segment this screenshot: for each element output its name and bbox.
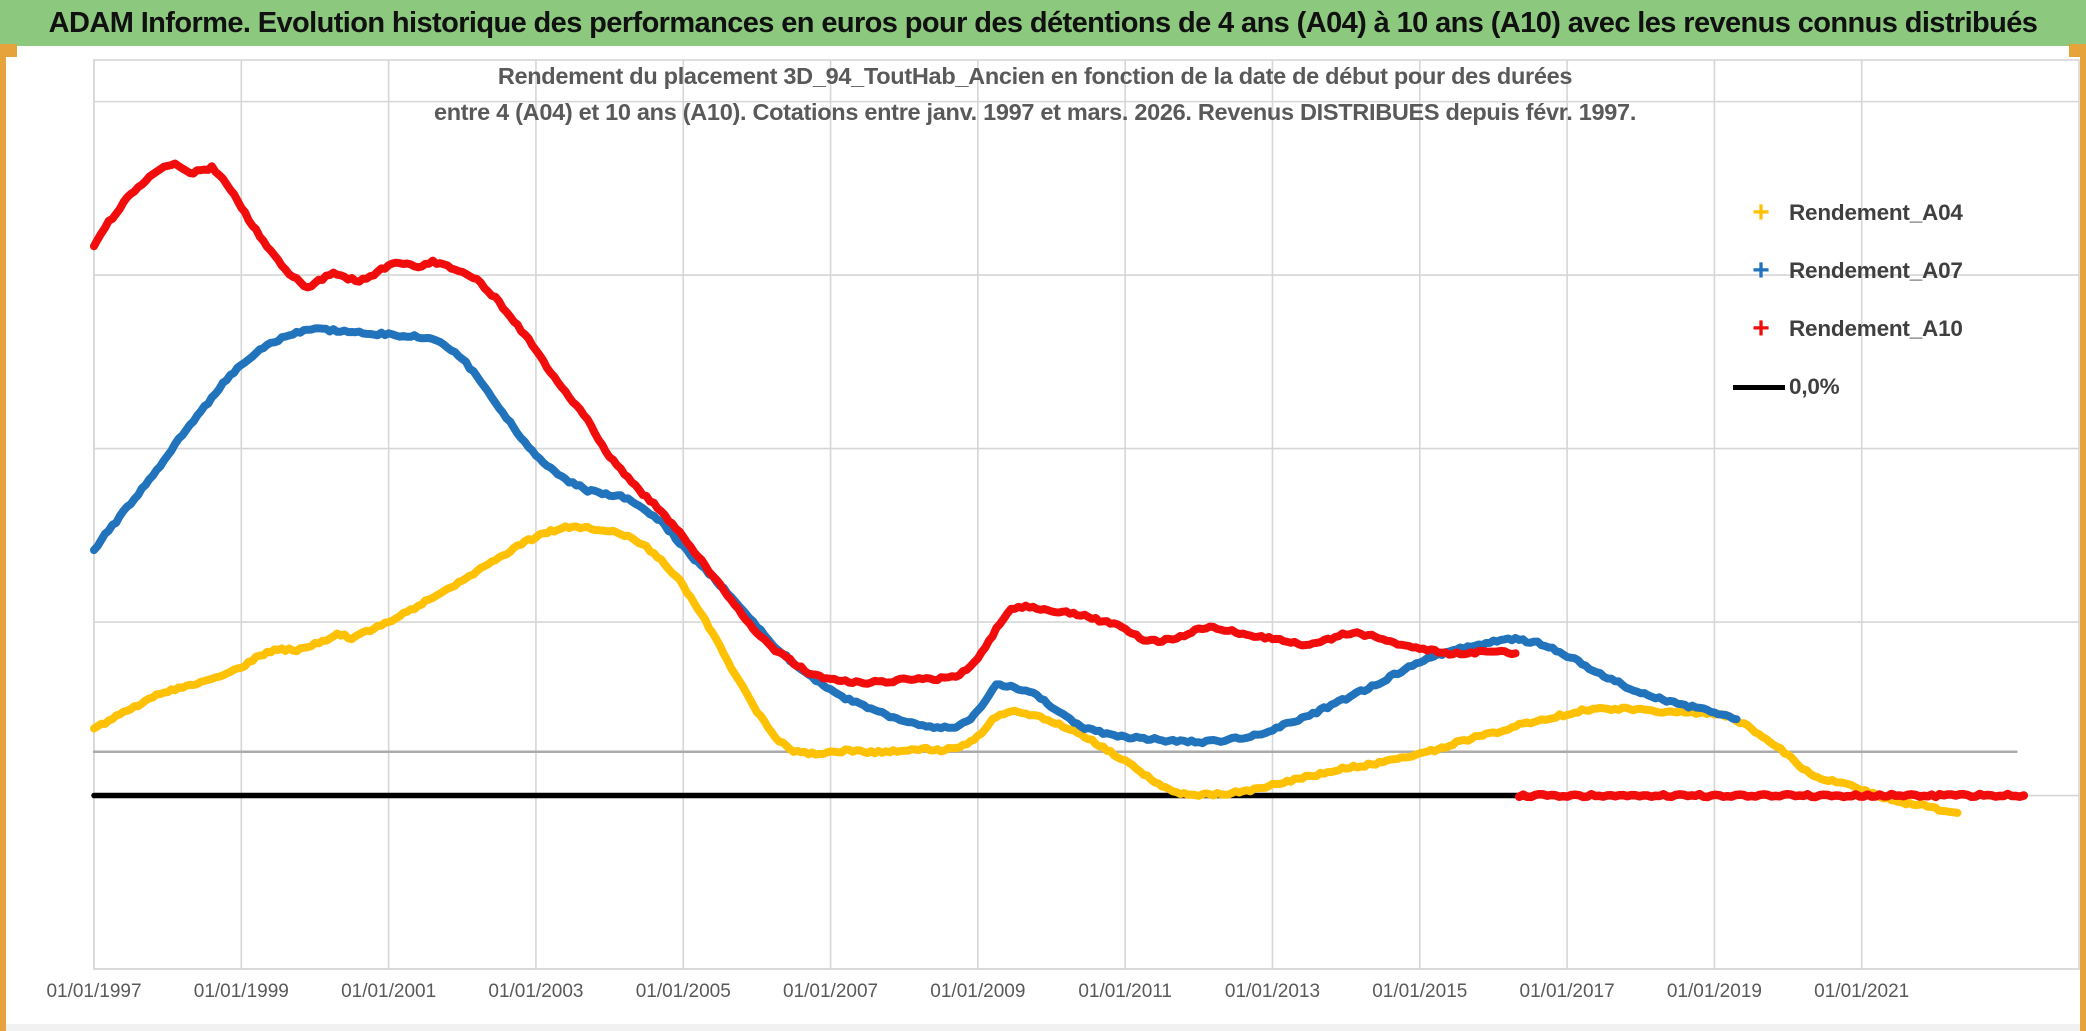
legend-label: Rendement_A10 bbox=[1789, 316, 1963, 341]
gold-frame-left bbox=[0, 46, 6, 1031]
legend-item: + Rendement_A04 bbox=[1733, 184, 2063, 242]
bottom-edge-strip bbox=[6, 1024, 2080, 1031]
chart-title-line1: Rendement du placement 3D_94_ToutHab_Anc… bbox=[497, 63, 1573, 89]
page-title: ADAM Informe. Evolution historique des p… bbox=[0, 0, 2086, 46]
legend-label: 0,0% bbox=[1789, 374, 1840, 399]
gold-corner-right bbox=[2069, 44, 2086, 57]
legend-item: 0,0% bbox=[1733, 358, 2063, 416]
x-tick-label: 01/01/2013 bbox=[1224, 981, 1321, 1002]
legend-label: Rendement_A07 bbox=[1789, 258, 1963, 283]
x-tick-label: 01/01/2007 bbox=[783, 981, 879, 1002]
legend-item: + Rendement_A10 bbox=[1733, 300, 2063, 358]
x-tick-label: 01/01/2019 bbox=[1666, 981, 1762, 1002]
gold-frame-right bbox=[2080, 46, 2086, 1031]
series-Rendement_A07 bbox=[90, 324, 1741, 748]
legend-plus-marker-icon: + bbox=[1752, 196, 1770, 229]
x-tick-label: 01/01/2009 bbox=[930, 981, 1026, 1002]
chart-legend: + Rendement_A04 + Rendement_A07 + Rendement_A… bbox=[1733, 184, 2063, 416]
chart-title-line2: entre 4 (A04) et 10 ans (A10). Cotations… bbox=[433, 99, 1637, 125]
legend-plus-marker-icon: + bbox=[1752, 254, 1770, 287]
legend-plus-marker-icon: + bbox=[1752, 312, 1770, 345]
legend-item: + Rendement_A07 bbox=[1733, 242, 2063, 300]
chart-title: Rendement du placement 3D_94_ToutHab_Anc… bbox=[370, 58, 1700, 130]
x-tick-label: 01/01/1997 bbox=[46, 981, 142, 1002]
series-Rendement_A10 bbox=[90, 159, 1520, 688]
x-tick-label: 01/01/2017 bbox=[1519, 981, 1615, 1002]
x-tick-label: 01/01/2005 bbox=[635, 981, 731, 1002]
legend-line-swatch bbox=[1733, 384, 1785, 390]
series-Rendement_A10_non_connu_zero bbox=[1514, 789, 2029, 802]
series-Rendement_A04 bbox=[90, 522, 1962, 817]
x-tick-label: 01/01/2003 bbox=[488, 981, 584, 1002]
x-tick-label: 01/01/2021 bbox=[1814, 981, 1910, 1002]
legend-label: Rendement_A04 bbox=[1789, 200, 1963, 225]
x-tick-label: 01/01/2015 bbox=[1372, 981, 1468, 1002]
x-tick-label: 01/01/2001 bbox=[341, 981, 437, 1002]
x-tick-label: 01/01/1999 bbox=[193, 981, 289, 1002]
gold-corner-left bbox=[0, 44, 17, 57]
x-tick-label: 01/01/2011 bbox=[1078, 981, 1172, 1002]
